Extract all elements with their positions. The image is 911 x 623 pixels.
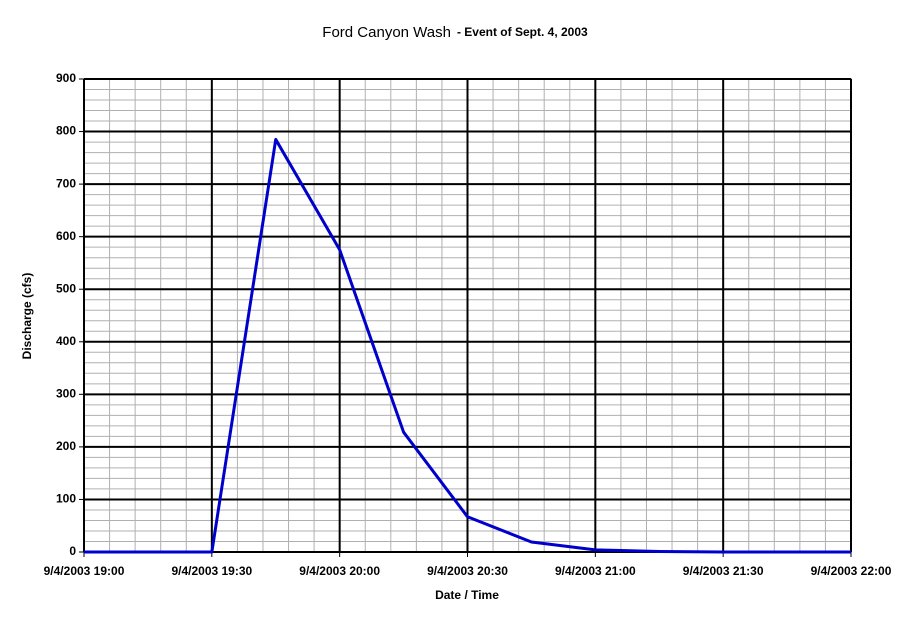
x-tick-label: 9/4/2003 19:00 <box>44 564 125 578</box>
x-tick-label: 9/4/2003 21:30 <box>683 564 764 578</box>
y-tick-label: 800 <box>56 124 76 138</box>
chart-subtitle: - Event of Sept. 4, 2003 <box>457 25 588 39</box>
y-tick-label: 900 <box>56 71 76 85</box>
x-tick-label: 9/4/2003 19:30 <box>171 564 252 578</box>
plot-border <box>83 78 852 553</box>
y-tick-label: 200 <box>56 439 76 453</box>
x-tick-label: 9/4/2003 22:00 <box>811 564 892 578</box>
chart-heading: Ford Canyon Wash - Event of Sept. 4, 2003 <box>322 24 588 41</box>
y-tick-label: 400 <box>56 334 76 348</box>
y-tick-label: 0 <box>69 544 76 558</box>
y-tick-label: 600 <box>56 229 76 243</box>
y-tick-label: 100 <box>56 492 76 506</box>
y-axis-label: Discharge (cfs) <box>20 273 34 360</box>
x-axis-label: Date / Time <box>435 588 499 602</box>
x-tick-label: 9/4/2003 20:30 <box>427 564 508 578</box>
y-tick-label: 500 <box>56 281 76 295</box>
y-tick-label: 700 <box>56 176 76 190</box>
y-tick-label: 300 <box>56 387 76 401</box>
series-line <box>84 137 851 554</box>
chart-title: Ford Canyon Wash <box>322 24 451 41</box>
x-tick-label: 9/4/2003 21:00 <box>555 564 636 578</box>
x-tick-label: 9/4/2003 20:00 <box>299 564 380 578</box>
